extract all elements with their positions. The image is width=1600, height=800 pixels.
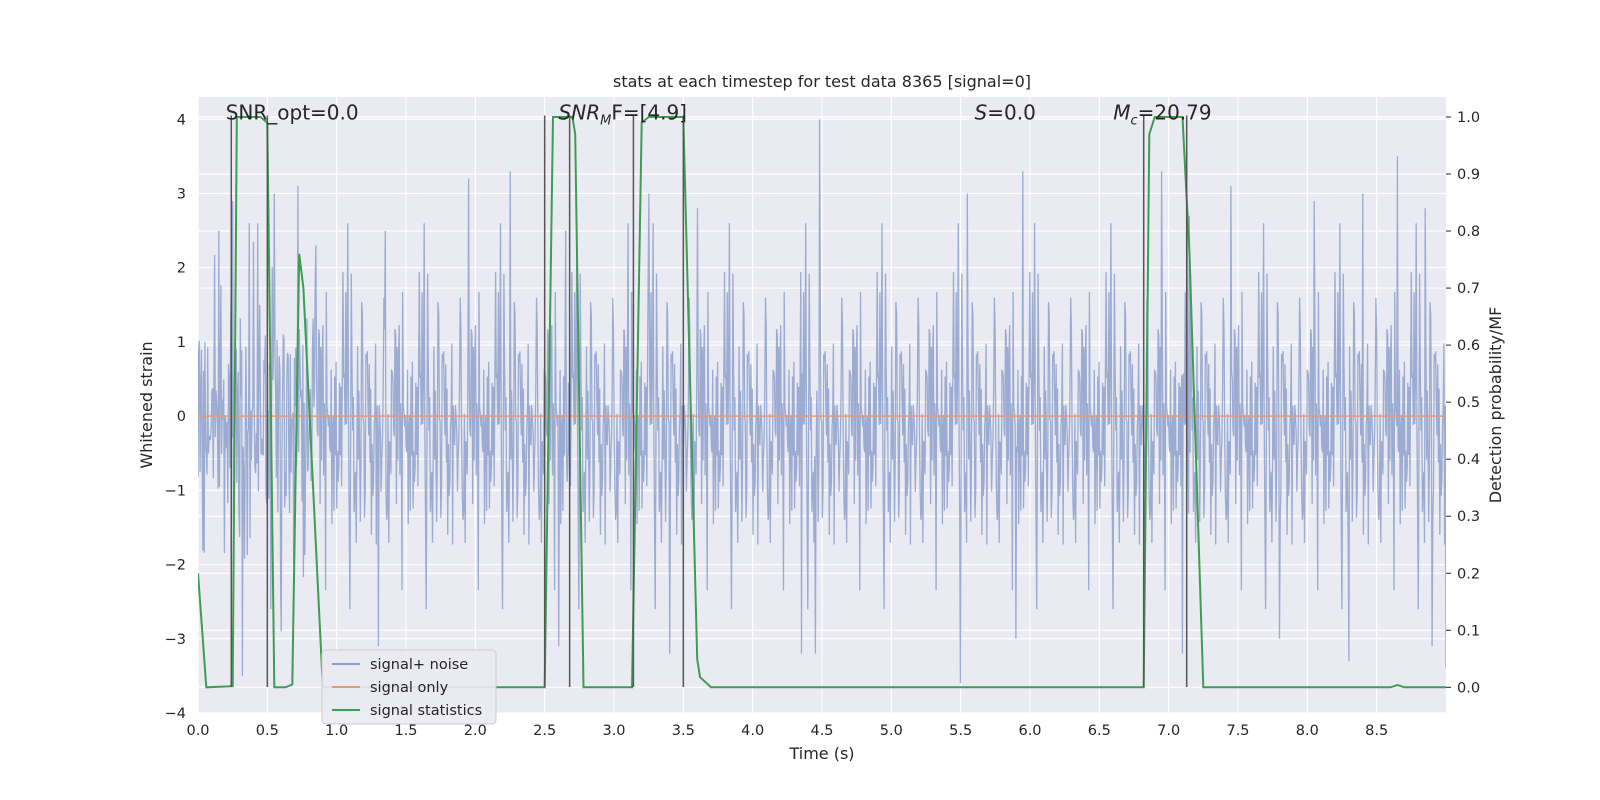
y-axis-label-left: Whitened strain [137,341,156,468]
x-tick-label: 0.0 [186,723,209,739]
x-tick-label: 8.5 [1365,723,1388,739]
y-axis-left-ticks: −4 −3 −2 −1 0 1 2 3 4 [165,112,186,722]
y-axis-label-right: Detection probability/MF [1486,307,1505,504]
y-tick-label-right: 0.3 [1457,509,1480,525]
y-tick-label-right: 0.0 [1457,680,1480,696]
series-layer [198,116,1446,689]
y-tick-label-left: 2 [177,261,186,277]
x-tick-label: 4.5 [810,723,833,739]
y-tick-label-right: 0.8 [1457,224,1480,240]
x-tick-label: 5.0 [880,723,903,739]
vertical-markers [230,115,1188,688]
x-tick-label: 6.5 [1088,723,1111,739]
y-tick-label-left: 0 [177,409,186,425]
x-tick-label: 3.0 [602,723,625,739]
y-tick-label-left: 1 [177,335,186,351]
x-tick-label: 7.0 [1157,723,1180,739]
x-tick-label: 1.5 [394,723,417,739]
legend-box [321,649,497,725]
annotation-label: SNRMF=[4.9] [559,100,687,128]
legend: signal+ noise signal only signal statistic… [321,649,497,725]
x-tick-label: 2.5 [533,723,556,739]
annotations: SNR_opt=0.0 SNRMF=[4.9] S=0.0 Mc=20.79 [226,100,1212,128]
y-axis-right-ticks: 0.0 0.1 0.2 0.3 0.4 0.5 0.6 0.7 0.8 0.9 1.0 [1446,110,1480,696]
y-tick-label-right: 0.4 [1457,452,1480,468]
annotation-label: SNR_opt=0.0 [226,100,359,124]
x-tick-label: 6.0 [1018,723,1041,739]
y-tick-label-left: −2 [165,558,186,574]
x-tick-label: 5.5 [949,723,972,739]
annotation-label: Mc=20.79 [1113,100,1211,128]
series-signal-statistics [198,116,1446,689]
y-tick-label-right: 0.9 [1457,167,1480,183]
x-axis-label: Time (s) [788,744,854,763]
y-tick-label-right: 0.2 [1457,566,1480,582]
y-tick-label-right: 0.6 [1457,338,1480,354]
series-signal-plus-noise [198,119,1446,684]
y-tick-label-right: 0.1 [1457,623,1480,639]
y-tick-label-left: −3 [165,632,186,648]
x-tick-label: 3.5 [672,723,695,739]
y-tick-label-right: 0.5 [1457,395,1480,411]
x-tick-label: 0.5 [256,723,279,739]
x-tick-label: 7.5 [1226,723,1249,739]
legend-entry: signal+ noise [370,657,468,673]
legend-entry: signal only [370,680,449,696]
y-tick-label-right: 1.0 [1457,110,1480,126]
y-tick-label-left: 4 [177,112,186,128]
y-tick-label-left: 3 [177,186,186,202]
y-tick-label-left: −1 [165,483,186,499]
y-tick-label-left: −4 [165,706,186,722]
legend-entry: signal statistics [370,703,482,719]
x-tick-label: 1.0 [325,723,348,739]
y-tick-label-right: 0.7 [1457,281,1480,297]
x-axis-ticks: 0.0 0.5 1.0 1.5 2.0 2.5 3.0 3.5 4.0 4.5 5.0 5.5 6.0 6… [186,723,1388,739]
x-tick-label: 8.0 [1296,723,1319,739]
chart-title: stats at each timestep for test data 836… [613,72,1031,91]
annotation-label: S=0.0 [975,100,1036,124]
x-tick-label: 2.0 [464,723,487,739]
x-tick-label: 4.0 [741,723,764,739]
